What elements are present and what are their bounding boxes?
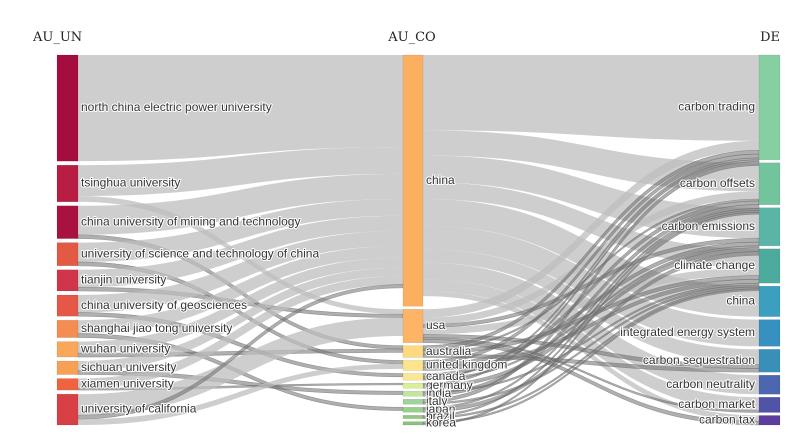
au-un-link-wuhan-university-to-china xyxy=(78,257,403,354)
au-un-node-university-of-science-and-technology-of-china xyxy=(56,242,79,267)
au-un-label-tsinghua-university: tsinghua university xyxy=(81,176,180,190)
de-label-carbon-market: carbon market xyxy=(678,397,755,411)
au-co-node-canada xyxy=(402,373,424,381)
au-un-link-university-of-california-to-united-kingdom xyxy=(78,363,403,425)
au-co-node-italy xyxy=(402,399,424,405)
de-node-carbon-neutrality xyxy=(758,374,781,395)
labels-layer: north china electric power university tsi… xyxy=(79,99,757,431)
au-un-link-shanghai-jiao-tong-university-to-china xyxy=(78,245,403,334)
au-un-label-sichuan-university: sichuan university xyxy=(81,360,176,374)
au-co-link-china-to-carbon-neutrality xyxy=(423,262,759,395)
au-un-node-tianjin-university xyxy=(56,269,79,292)
au-un-label-shanghai-jiao-tong-university: shanghai jiao tong university xyxy=(81,321,232,335)
au-un-label-university-of-california: university of california xyxy=(81,402,197,416)
au-co-node-china xyxy=(402,54,424,307)
de-label-china: china xyxy=(726,294,755,308)
au-co-link-china-to-integrated-energy-system xyxy=(423,225,759,347)
au-un-node-tsinghua-university xyxy=(56,164,79,203)
de-label-carbon-neutrality: carbon neutrality xyxy=(666,377,755,391)
au-co-label-italy: italy xyxy=(426,394,447,408)
au-co-node-india xyxy=(402,390,424,397)
au-un-node-china-university-of-mining-and-technology xyxy=(56,205,79,239)
au-un-label-university-of-science-and-technology-of-china: university of science and technology of … xyxy=(81,246,319,260)
de-node-carbon-emissions xyxy=(758,207,781,247)
au-un-link-sichuan-university-to-china xyxy=(78,267,403,371)
au-co-node-usa xyxy=(402,308,424,343)
au-co-label-germany: germany xyxy=(426,378,473,392)
au-un-link-tsinghua-university-to-china xyxy=(78,147,403,197)
de-node-carbon-market xyxy=(758,396,781,413)
column-title-au-un: AU_UN xyxy=(32,30,82,45)
de-label-integrated-energy-system: integrated energy system xyxy=(620,325,755,339)
column-title-au-co: AU_CO xyxy=(387,30,435,45)
au-un-link-china-university-of-mining-and-technology-to-china xyxy=(78,173,403,235)
de-node-carbon-sequestration xyxy=(758,349,781,373)
de-node-climate-change xyxy=(758,248,781,284)
au-co-label-korea: korea xyxy=(426,415,456,429)
au-un-node-xiamen-university xyxy=(56,378,79,391)
de-label-carbon-emissions: carbon emissions xyxy=(662,219,755,233)
au-un-label-xiamen-university: xiamen university xyxy=(81,377,174,391)
au-un-node-china-university-of-geosciences xyxy=(56,294,79,317)
de-node-carbon-trading xyxy=(758,54,781,161)
au-un-node-north-china-electric-power-university xyxy=(56,54,79,162)
au-co-label-usa: usa xyxy=(426,318,446,332)
au-co-node-united-kingdom xyxy=(402,360,424,371)
au-co-node-germany xyxy=(402,382,424,389)
au-un-label-wuhan-university: wuhan university xyxy=(80,341,170,355)
au-un-node-shanghai-jiao-tong-university xyxy=(56,319,79,338)
links-layer xyxy=(77,55,760,426)
au-un-label-china-university-of-geosciences: china university of geosciences xyxy=(81,298,247,312)
column-titles: AU_UN AU_CO DE xyxy=(32,30,780,45)
au-un-node-university-of-california xyxy=(56,393,79,426)
au-co-link-china-to-carbon-emissions xyxy=(423,155,759,239)
au-co-label-australia: australia xyxy=(426,344,472,358)
column-title-de: DE xyxy=(760,30,780,45)
de-node-carbon-offsets xyxy=(758,162,781,205)
nodes-layer xyxy=(56,54,781,426)
au-co-link-usa-to-carbon-trading xyxy=(423,140,759,318)
de-label-climate-change: climate change xyxy=(674,258,755,272)
au-un-link-north-china-electric-power-university-to-china xyxy=(78,55,403,162)
au-un-label-north-china-electric-power-university: north china electric power university xyxy=(81,100,272,114)
au-co-label-canada: canada xyxy=(426,369,466,383)
au-co-label-brazil: brazil xyxy=(426,409,455,423)
au-co-node-australia xyxy=(402,345,424,358)
au-co-label-japan: japan xyxy=(425,402,455,416)
au-co-node-japan xyxy=(402,407,424,413)
au-un-node-sichuan-university xyxy=(56,360,79,375)
au-un-link-china-university-of-geosciences-to-china xyxy=(78,230,403,313)
au-un-link-xiamen-university-to-china xyxy=(78,276,403,389)
de-label-carbon-offsets: carbon offsets xyxy=(680,176,755,190)
de-label-carbon-sequestration: carbon sequestration xyxy=(643,353,755,367)
de-node-china xyxy=(758,285,781,317)
au-co-node-brazil xyxy=(402,415,424,419)
au-co-label-united-kingdom: united kingdom xyxy=(426,358,507,372)
de-label-carbon-trading: carbon trading xyxy=(678,100,755,114)
au-un-link-university-of-science-and-technology-of-china-to-china xyxy=(78,199,403,262)
au-un-label-tianjin-university: tianjin university xyxy=(81,273,166,287)
au-co-node-korea xyxy=(402,421,424,426)
au-un-label-china-university-of-mining-and-technology: china university of mining and technolog… xyxy=(81,214,300,228)
au-co-link-china-to-carbon-trading xyxy=(423,55,759,141)
au-co-label-china: china xyxy=(426,173,455,187)
au-co-label-india: india xyxy=(426,386,452,400)
au-un-link-university-of-california-to-usa xyxy=(78,317,403,416)
de-node-integrated-energy-system xyxy=(758,319,781,347)
au-un-link-tianjin-university-to-china xyxy=(78,215,403,288)
au-un-node-wuhan-university xyxy=(56,341,79,358)
de-node-carbon-tax xyxy=(758,415,781,426)
de-label-carbon-tax: carbon tax xyxy=(699,412,755,426)
au-co-link-china-to-carbon-sequestration xyxy=(423,249,759,365)
